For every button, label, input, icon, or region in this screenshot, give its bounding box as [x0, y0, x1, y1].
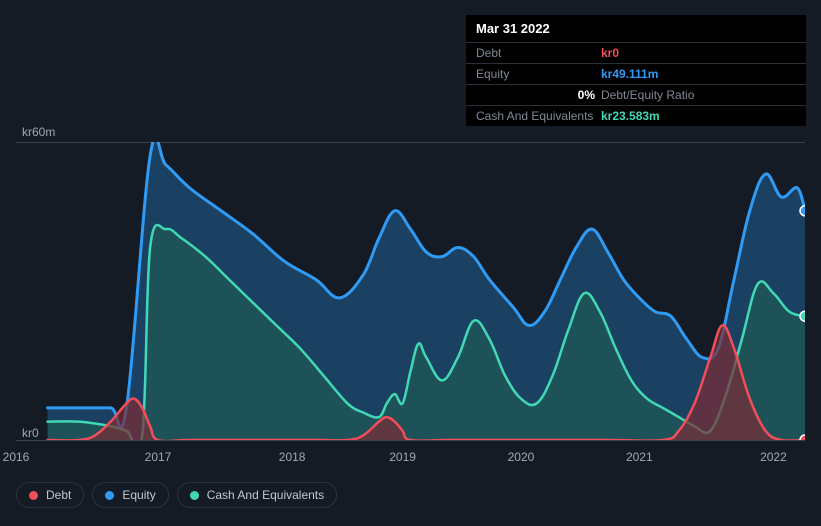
tooltip-value: kr49.111m — [601, 67, 658, 81]
tooltip-row: Debtkr0 — [466, 43, 806, 64]
series-end-marker — [800, 311, 805, 321]
legend-dot — [190, 491, 199, 500]
x-tick: 2020 — [508, 450, 535, 464]
x-axis: 2016201720182019202020212022 — [16, 450, 805, 470]
tooltip-row: Equitykr49.111m — [466, 64, 806, 85]
chart-legend: Debt Equity Cash And Equivalents — [16, 482, 337, 508]
chart-tooltip: Mar 31 2022 Debtkr0Equitykr49.111m0% Deb… — [466, 15, 806, 126]
series-end-marker — [800, 206, 805, 216]
x-tick: 2019 — [389, 450, 416, 464]
tooltip-value: kr23.583m — [601, 109, 660, 123]
tooltip-date: Mar 31 2022 — [466, 15, 806, 43]
legend-dot — [29, 491, 38, 500]
grid-line-zero — [16, 440, 805, 441]
legend-label: Cash And Equivalents — [207, 488, 324, 502]
x-tick: 2018 — [279, 450, 306, 464]
tooltip-ratio-label: Debt/Equity Ratio — [601, 88, 694, 102]
x-tick: 2022 — [760, 450, 787, 464]
tooltip-row: Cash And Equivalentskr23.583m — [466, 106, 806, 126]
legend-item-debt[interactable]: Debt — [16, 482, 84, 508]
legend-item-cash-and-equivalents[interactable]: Cash And Equivalents — [177, 482, 337, 508]
tooltip-label: Equity — [476, 67, 601, 81]
tooltip-value: kr0 — [601, 46, 619, 60]
area-chart[interactable] — [16, 142, 805, 440]
legend-item-equity[interactable]: Equity — [92, 482, 168, 508]
legend-label: Debt — [46, 488, 71, 502]
y-axis-max-label: kr60m — [22, 125, 55, 139]
x-tick: 2021 — [626, 450, 653, 464]
x-tick: 2017 — [145, 450, 172, 464]
x-tick: 2016 — [3, 450, 30, 464]
tooltip-ratio-pct: 0% — [476, 88, 601, 102]
tooltip-label: Debt — [476, 46, 601, 60]
tooltip-row: 0% Debt/Equity Ratio — [466, 85, 806, 106]
legend-label: Equity — [122, 488, 155, 502]
tooltip-label: Cash And Equivalents — [476, 109, 601, 123]
legend-dot — [105, 491, 114, 500]
